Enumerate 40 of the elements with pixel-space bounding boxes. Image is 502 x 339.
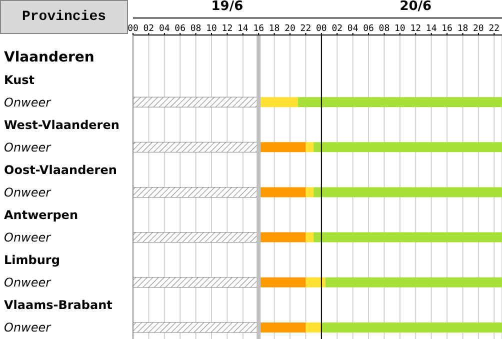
x-tick-label: 04	[158, 24, 170, 34]
text: 19/6	[211, 0, 244, 14]
y-tick-label: Onweer	[4, 140, 52, 154]
x-tick-label: 14	[237, 24, 248, 34]
x-tick-label: 12	[222, 24, 233, 34]
x-tick-label: 00	[128, 24, 138, 34]
x-tick-label: 02	[332, 24, 343, 34]
x-tick-label: 08	[378, 24, 390, 34]
y-tick-label: Vlaams-Brabant	[4, 298, 113, 312]
x-tick-label: 18	[268, 24, 280, 34]
y-tick-label: West-Vlaanderen	[4, 118, 120, 132]
x-tick-label: 10	[394, 24, 406, 34]
x-tick-label: 16	[442, 24, 452, 34]
x-tick-label: 22	[488, 24, 500, 34]
x-tick-label: 10	[206, 24, 217, 34]
x-tick-label: 22	[300, 24, 312, 34]
x-tick-label: 08	[190, 24, 202, 34]
y-tick-label: Onweer	[4, 320, 52, 335]
x-tick-label: 14	[426, 24, 437, 34]
x-tick-label: 06	[174, 24, 186, 34]
x-tick-label: 06	[363, 24, 374, 34]
y-tick-label: Onweer	[4, 276, 52, 290]
x-tick-label: 12	[410, 24, 422, 34]
x-tick-label: 16	[253, 24, 264, 34]
y-axis-title: Provincies	[0, 0, 128, 34]
x-tick-label: 00	[316, 24, 327, 34]
y-tick-label: Vlaanderen	[4, 49, 94, 66]
x-tick-label: 20	[284, 24, 296, 34]
x-tick-label: 18	[457, 24, 468, 34]
x-tick-label: 02	[143, 24, 154, 34]
y-tick-label: Antwerpen	[4, 208, 78, 222]
y-tick-label: Limburg	[4, 253, 60, 268]
text: 20/6	[400, 0, 432, 14]
y-tick-label: Kust	[4, 72, 35, 87]
y-tick-label: Onweer	[4, 230, 52, 245]
x-tick-label: 20	[473, 24, 484, 34]
y-tick-label: Oost-Vlaanderen	[4, 162, 117, 177]
y-tick-label: Onweer	[4, 95, 52, 110]
x-tick-label: 04	[347, 24, 358, 34]
y-tick-label: Onweer	[4, 186, 52, 200]
